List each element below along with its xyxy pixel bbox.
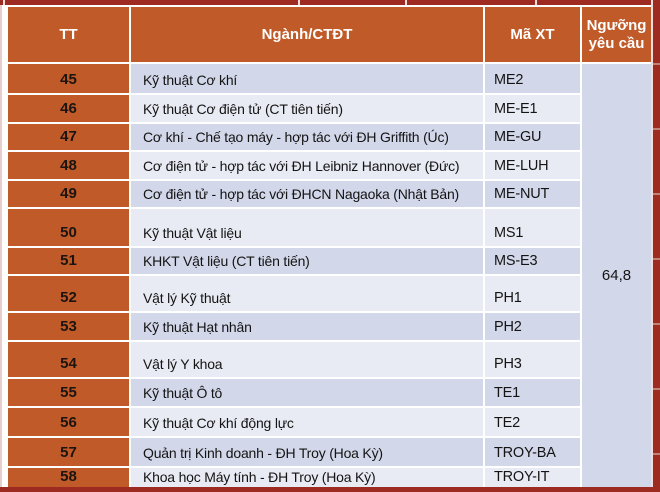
adjacent-table-edge-top [0,0,660,5]
tt-cell: 55 [8,379,129,406]
program-cell: Quản trị Kinh doanh - ĐH Troy (Hoa Kỳ) [131,438,483,466]
program-cell: Khoa học Máy tính - ĐH Troy (Hoa Kỳ) [131,468,483,490]
code-cell: TROY-BA [485,438,580,466]
tt-cell: 51 [8,248,129,274]
program-cell: Vật lý Kỹ thuật [131,276,483,311]
table-row: 51 KHKT Vật liệu (CT tiên tiến) MS-E3 [8,248,580,274]
tt-cell: 58 [8,468,129,490]
program-cell: Cơ điện tử - hợp tác với ĐHCN Nagaoka (N… [131,181,483,207]
table-left-edge [0,5,2,487]
tt-cell: 54 [8,342,129,377]
program-cell: Vật lý Y khoa [131,342,483,377]
tt-cell: 47 [8,124,129,150]
adjacent-table-edge-right [651,0,660,492]
tt-cell: 48 [8,152,129,179]
header-cell-threshold: Ngưỡng yêu cầu [582,7,651,62]
program-cell: KHKT Vật liệu (CT tiên tiến) [131,248,483,274]
code-cell: ME-E1 [485,95,580,122]
program-cell: Cơ khí - Chế tạo máy - hợp tác với ĐH Gr… [131,124,483,150]
code-cell: MS-E3 [485,248,580,274]
program-cell: Kỹ thuật Vật liệu [131,209,483,246]
program-cell: Cơ điện tử - hợp tác với ĐH Leibniz Hann… [131,152,483,179]
adjacent-table-edge-bottom [0,487,660,492]
table-row: 54 Vật lý Y khoa PH3 [8,342,580,377]
program-cell: Kỹ thuật Ô tô [131,379,483,406]
table-row: 48 Cơ điện tử - hợp tác với ĐH Leibniz Ha… [8,152,580,179]
code-cell: ME2 [485,64,580,93]
code-cell: ME-LUH [485,152,580,179]
program-cell: Kỹ thuật Cơ khí động lực [131,408,483,436]
tt-cell: 45 [8,64,129,93]
tt-cell: 52 [8,276,129,311]
header-cell-code: Mã XT [485,7,580,62]
header-cell-program: Ngành/CTĐT [131,7,483,62]
code-cell: MS1 [485,209,580,246]
table-row: 58 Khoa học Máy tính - ĐH Troy (Hoa Kỳ) TR… [8,468,580,490]
code-cell: PH3 [485,342,580,377]
code-cell: ME-GU [485,124,580,150]
code-cell: PH2 [485,313,580,340]
table-row: 47 Cơ khí - Chế tạo máy - hợp tác với ĐH … [8,124,580,150]
code-cell: TE1 [485,379,580,406]
table-row: 56 Kỹ thuật Cơ khí động lực TE2 [8,408,580,436]
threshold-merged-cell: 64,8 [582,64,651,487]
code-cell: TE2 [485,408,580,436]
code-cell: PH1 [485,276,580,311]
code-cell: TROY-IT [485,468,580,490]
program-cell: Kỹ thuật Cơ điện tử (CT tiên tiến) [131,95,483,122]
tt-cell: 50 [8,209,129,246]
table-row: 50 Kỹ thuật Vật liệu MS1 [8,209,580,246]
table-row: 49 Cơ điện tử - hợp tác với ĐHCN Nagaoka … [8,181,580,207]
table-row: 46 Kỹ thuật Cơ điện tử (CT tiên tiến) ME-E… [8,95,580,122]
tt-cell: 46 [8,95,129,122]
table-row: 52 Vật lý Kỹ thuật PH1 [8,276,580,311]
threshold-value: 64,8 [601,267,632,284]
tt-cell: 53 [8,313,129,340]
program-cell: Kỹ thuật Cơ khí [131,64,483,93]
table-row: 57 Quản trị Kinh doanh - ĐH Troy (Hoa Kỳ)… [8,438,580,466]
code-cell: ME-NUT [485,181,580,207]
tt-cell: 49 [8,181,129,207]
header-cell-tt: TT [8,7,129,62]
tt-cell: 56 [8,408,129,436]
tt-cell: 57 [8,438,129,466]
table-header-row: TT Ngành/CTĐT Mã XT Ngưỡng yêu cầu [8,7,651,62]
table-row: 45 Kỹ thuật Cơ khí ME2 [8,64,580,93]
table-row: 53 Kỹ thuật Hạt nhân PH2 [8,313,580,340]
table-row: 55 Kỹ thuật Ô tô TE1 [8,379,580,406]
table-body: 45 Kỹ thuật Cơ khí ME2 46 Kỹ thuật Cơ điện t… [8,64,580,490]
program-cell: Kỹ thuật Hạt nhân [131,313,483,340]
